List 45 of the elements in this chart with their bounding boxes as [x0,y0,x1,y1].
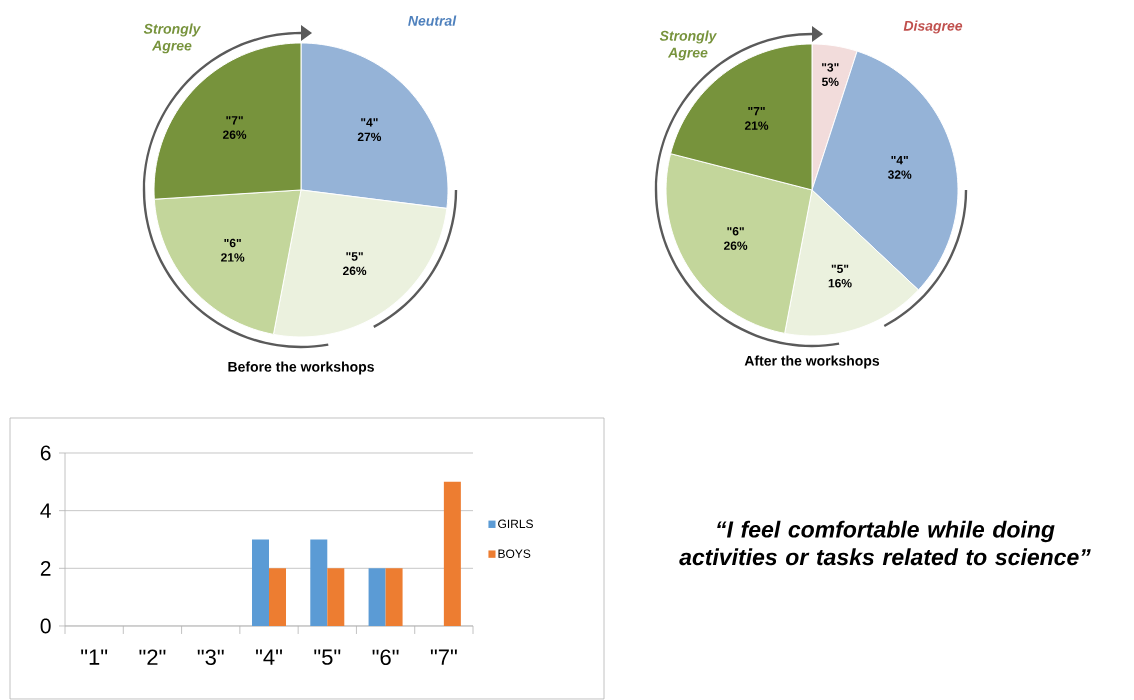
text: Neutral [408,15,457,26]
data-label: 21% [744,121,769,130]
data-label: 5% [821,77,839,87]
text: Before the workshops [228,361,374,375]
bar [269,568,287,626]
data-label: 26% [342,266,367,276]
slice-label: "5" [346,252,363,261]
slice-label: "3" [822,63,839,72]
slice-label: "7" [226,116,243,125]
x-tick-label: "3" [197,649,224,666]
data-label: 26% [222,130,247,139]
slice-label: "5" [831,264,849,274]
bar [443,481,461,626]
text: Strongly Agree [659,30,717,61]
y-tick-label: 0 [40,618,51,634]
x-tick-label: "6" [372,649,399,666]
text: “I feel comfortable while doing activities or tasks related to science” [679,520,1091,566]
x-tick-label: "2" [139,649,166,665]
x-tick-label: "5" [314,649,341,665]
data-label: 16% [828,278,852,288]
x-tick-label: "1" [81,649,108,665]
legend-label: GIRLS [498,519,533,529]
bar [252,539,270,626]
data-label: 26% [724,241,748,250]
data-label: 21% [221,253,245,262]
slice-label: "4" [361,118,378,127]
bar [368,568,386,626]
text: After the workshops [744,355,880,369]
y-tick-label: 6 [40,445,51,461]
slice-label: "6" [727,227,744,236]
legend-label: BOYS [498,549,531,558]
y-tick-label: 4 [40,503,51,518]
data-label: 27% [357,132,382,142]
bar [327,568,345,626]
text: Disagree [903,20,963,34]
x-tick-label: "4" [256,649,282,665]
y-tick-label: 2 [40,560,51,576]
bar [385,568,403,626]
slice-label: "7" [748,107,765,116]
slice-label: "6" [224,238,241,248]
bar [310,539,328,626]
text: Strongly Agree [143,23,201,54]
data-label: 32% [887,170,912,179]
x-tick-label: "7" [430,649,457,665]
slice-label: "4" [891,156,908,165]
